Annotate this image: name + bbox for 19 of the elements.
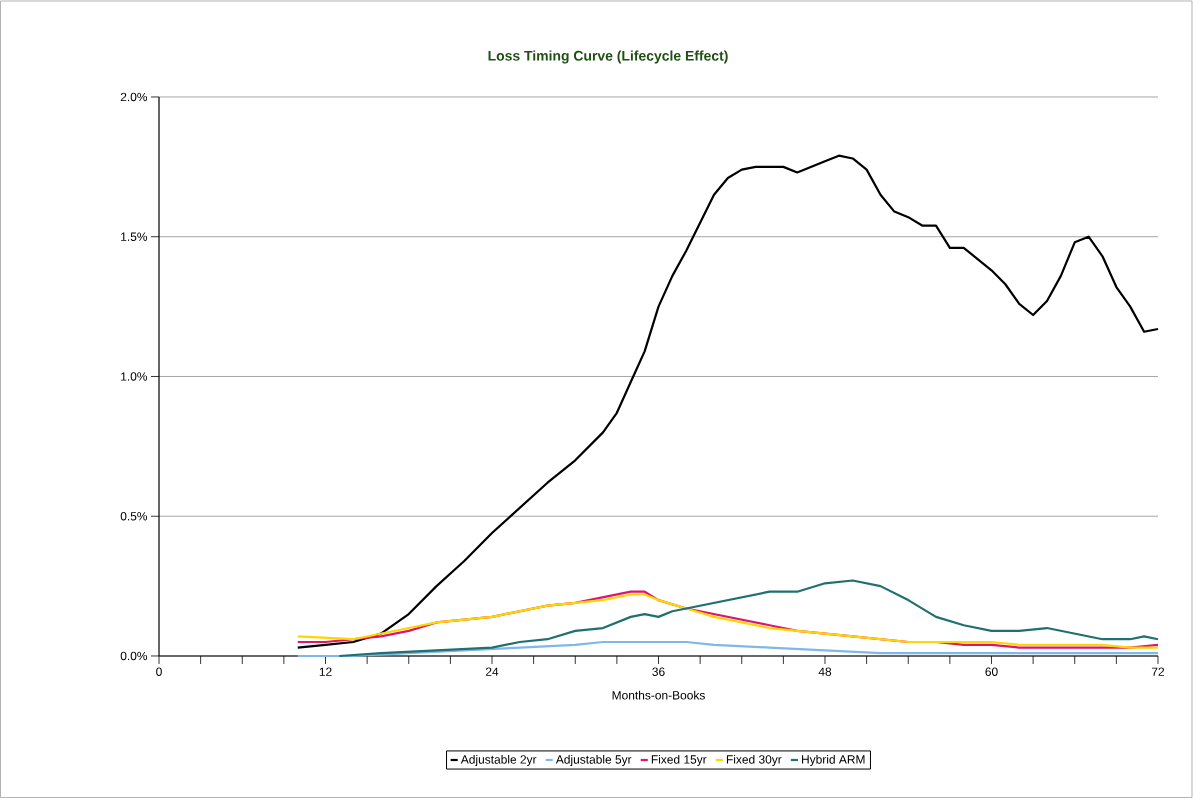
- legend-label: Fixed 15yr: [651, 754, 707, 767]
- x-tick-label: 72: [1151, 667, 1165, 676]
- y-tick-label: 0.5%: [120, 512, 148, 521]
- legend-label: Fixed 30yr: [726, 754, 782, 767]
- x-tick-label: 36: [652, 667, 665, 676]
- x-tick-label: 12: [319, 667, 332, 676]
- legend-label: Hybrid ARM: [802, 754, 865, 767]
- y-tick-label: 2.0%: [120, 92, 148, 102]
- x-tick-label: 0: [156, 667, 162, 676]
- x-tick-label: 24: [485, 667, 499, 676]
- y-tick-label: 1.5%: [121, 232, 148, 241]
- chart-title: Loss Timing Curve (Lifecycle Effect): [488, 50, 728, 64]
- x-tick-label: 60: [985, 667, 998, 676]
- y-tick-label: 0.0%: [120, 651, 148, 661]
- x-tick-label: 48: [818, 667, 832, 676]
- y-tick-label: 1.0%: [121, 372, 148, 381]
- x-axis-title: Months-on-Books: [612, 690, 705, 700]
- legend-label: Adjustable 5yr: [555, 754, 632, 767]
- legend-label: Adjustable 2yr: [460, 754, 537, 767]
